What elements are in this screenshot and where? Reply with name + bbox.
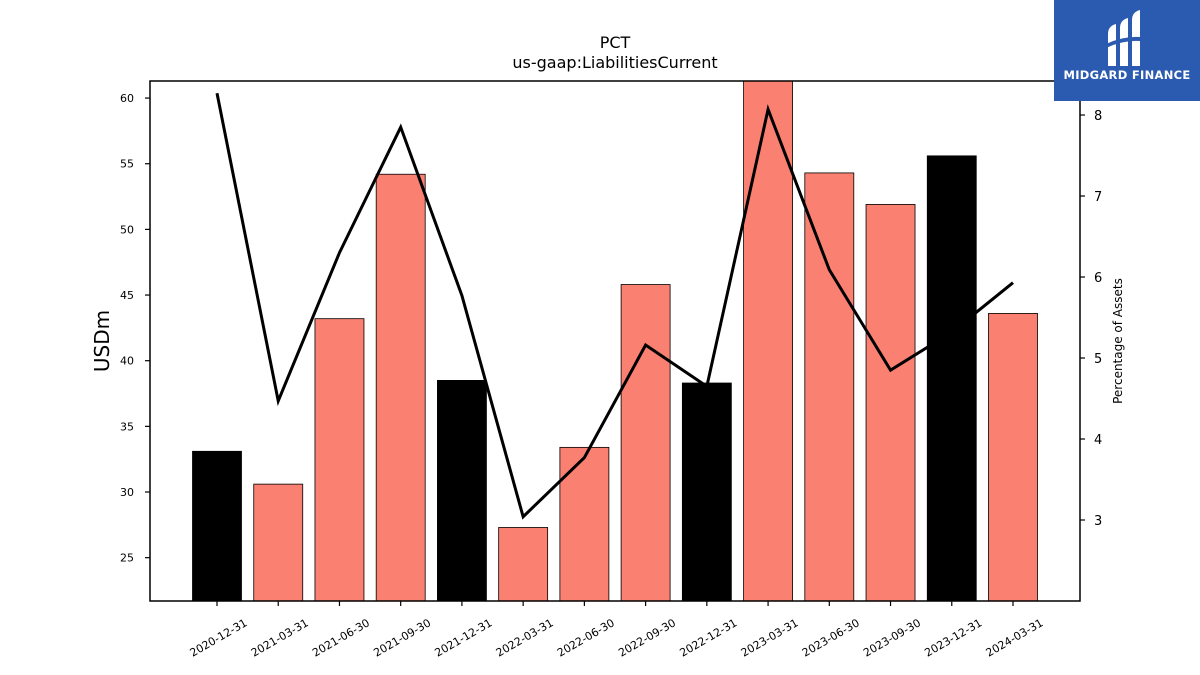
y-tick-label: 50 — [120, 223, 134, 236]
bar-2023-12-31 — [926, 155, 977, 602]
y-right-tick-label: 4 — [1094, 433, 1102, 448]
logo-text: MIDGARD FINANCE — [1063, 68, 1191, 82]
bar-2021-06-30 — [314, 318, 365, 602]
y-right-tick-label: 5 — [1094, 352, 1102, 367]
x-tick-label: 2022-09-30 — [616, 616, 678, 659]
bar-2021-09-30 — [375, 173, 426, 602]
bar-2024-03-31 — [988, 313, 1038, 602]
x-tick-label: 2022-12-31 — [677, 616, 739, 659]
x-tick-label: 2021-09-30 — [371, 616, 433, 659]
x-tick-label: 2024-03-31 — [984, 616, 1046, 659]
y-tick-label: 45 — [120, 289, 134, 302]
y-tick-label: 40 — [120, 355, 134, 368]
y-tick-label: 30 — [120, 486, 134, 499]
x-tick-label: 2021-03-31 — [249, 616, 311, 659]
y-tick-label: 35 — [120, 420, 134, 433]
brand-logo: MIDGARD FINANCE — [1054, 0, 1200, 101]
x-axis: 2020-12-31 2021-03-31 2021-06-30 2021-09-30… — [188, 601, 1046, 660]
bar-2023-06-30 — [804, 172, 855, 602]
x-tick-label: 2023-12-31 — [922, 616, 984, 659]
percentage-line — [215, 92, 1014, 520]
y-right-tick-label: 6 — [1094, 271, 1102, 286]
bar-2020-12-31 — [192, 450, 242, 602]
bars-group — [192, 80, 1038, 602]
midgard-logo-icon — [1106, 10, 1148, 66]
bar-2023-03-31 — [743, 80, 793, 602]
x-tick-label: 2023-03-31 — [739, 616, 801, 659]
y-right-tick-label: 8 — [1094, 109, 1102, 124]
x-tick-label: 2022-03-31 — [494, 616, 556, 659]
x-tick-label: 2020-12-31 — [188, 616, 250, 659]
bar-2022-12-31 — [681, 382, 732, 602]
y-tick-label: 55 — [120, 158, 134, 171]
x-tick-label: 2021-12-31 — [433, 616, 495, 659]
bar-2022-06-30 — [559, 446, 610, 602]
plot-frame — [149, 80, 1081, 602]
bar-2021-03-31 — [253, 483, 304, 602]
right-axis: 3 4 5 6 7 8 — [1080, 109, 1102, 529]
bar-2022-03-31 — [498, 527, 549, 602]
y-tick-label: 25 — [120, 552, 134, 565]
x-tick-label: 2023-06-30 — [800, 616, 862, 659]
bar-2022-09-30 — [620, 284, 671, 602]
y-axis-right-label: Percentage of Assets — [1111, 278, 1125, 404]
x-tick-label: 2022-06-30 — [555, 616, 617, 659]
left-axis: 25 30 35 40 45 50 55 60 — [120, 92, 150, 565]
y-axis-label: USDm — [90, 310, 114, 372]
y-right-tick-label: 7 — [1094, 190, 1102, 205]
x-tick-label: 2023-09-30 — [861, 616, 923, 659]
chart-subtitle: us-gaap:LiabilitiesCurrent — [512, 53, 717, 72]
bar-2021-12-31 — [437, 379, 487, 602]
x-tick-label: 2021-06-30 — [310, 616, 372, 659]
y-tick-label: 60 — [120, 92, 134, 105]
chart-title: PCT — [600, 33, 631, 52]
bar-2023-09-30 — [865, 204, 916, 602]
y-right-tick-label: 3 — [1094, 514, 1102, 529]
line-group — [215, 92, 1014, 520]
